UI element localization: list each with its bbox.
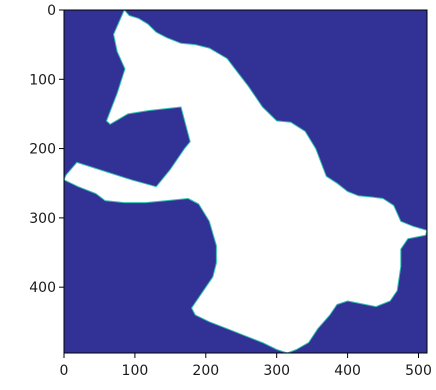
x-tick-label: 200 — [192, 363, 219, 379]
y-tick-label: 100 — [29, 72, 56, 88]
y-tick-label: 200 — [29, 142, 56, 158]
plot-area — [63, 9, 428, 354]
axes-frame — [63, 9, 428, 354]
x-tick-label: 400 — [334, 363, 361, 379]
x-tick-label: 0 — [60, 363, 69, 379]
y-tick-label: 0 — [47, 3, 56, 19]
x-tick-label: 300 — [263, 363, 290, 379]
mask-region — [63, 9, 428, 354]
y-tick-label: 300 — [29, 211, 56, 227]
x-axis: 0 100 200 300 400 500 — [60, 353, 432, 379]
y-axis: 0 100 200 300 400 — [29, 3, 64, 296]
x-tick-label: 100 — [122, 363, 149, 379]
y-tick-label: 400 — [29, 280, 56, 296]
x-tick-label: 500 — [405, 363, 432, 379]
